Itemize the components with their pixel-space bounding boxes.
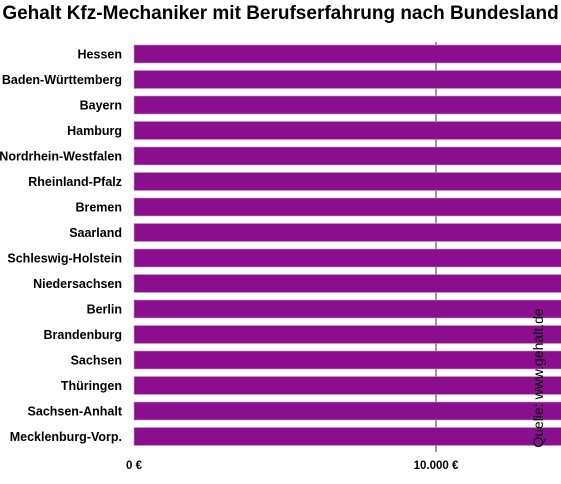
category-label: Sachsen <box>71 354 122 368</box>
category-label: Sachsen-Anhalt <box>28 405 123 419</box>
x-axis-ticks: 0 €10.000 €20.000 €30.000 €40.000 € <box>126 460 459 472</box>
source-note: Quelle: www.gehalt.de <box>530 308 546 448</box>
chart-title: Gehalt Kfz-Mechaniker mit Berufserfahrun… <box>2 3 559 24</box>
category-label: Hessen <box>78 48 122 62</box>
bar <box>133 376 561 395</box>
bar <box>133 427 561 446</box>
bar <box>133 146 561 166</box>
x-tick-label: 0 € <box>126 460 143 472</box>
category-label: Thüringen <box>61 379 122 393</box>
bar <box>133 70 561 89</box>
category-labels: Hessen Baden-Württemberg Bayern Hamburg Nord… <box>0 48 123 445</box>
category-label: Hamburg <box>67 124 122 138</box>
bars: 32.729 €32.610 €32.431 €31.775 €31.477 €… <box>133 44 561 446</box>
bar <box>133 172 561 191</box>
category-label: Rheinland-Pfalz <box>28 175 122 189</box>
bar <box>133 274 561 293</box>
bar <box>133 95 561 115</box>
bar <box>133 350 561 370</box>
category-label: Niedersachsen <box>33 277 122 291</box>
bar <box>133 197 561 217</box>
bar <box>133 299 561 319</box>
x-tick-label: 10.000 € <box>414 460 459 472</box>
category-label: Schleswig-Holstein <box>7 252 122 266</box>
category-label: Bayern <box>80 99 122 113</box>
category-label: Mecklenburg-Vorp. <box>10 430 122 444</box>
bar <box>133 401 561 421</box>
bar <box>133 223 561 242</box>
bar <box>133 44 561 64</box>
category-label: Saarland <box>69 226 122 240</box>
category-label: Nordrhein-Westfalen <box>0 150 122 164</box>
bar <box>133 325 561 344</box>
bar <box>133 121 561 140</box>
category-label: Brandenburg <box>44 328 122 342</box>
bar <box>133 248 561 268</box>
category-label: Bremen <box>75 201 122 215</box>
category-label: Berlin <box>87 303 122 317</box>
category-label: Baden-Württemberg <box>2 73 122 87</box>
